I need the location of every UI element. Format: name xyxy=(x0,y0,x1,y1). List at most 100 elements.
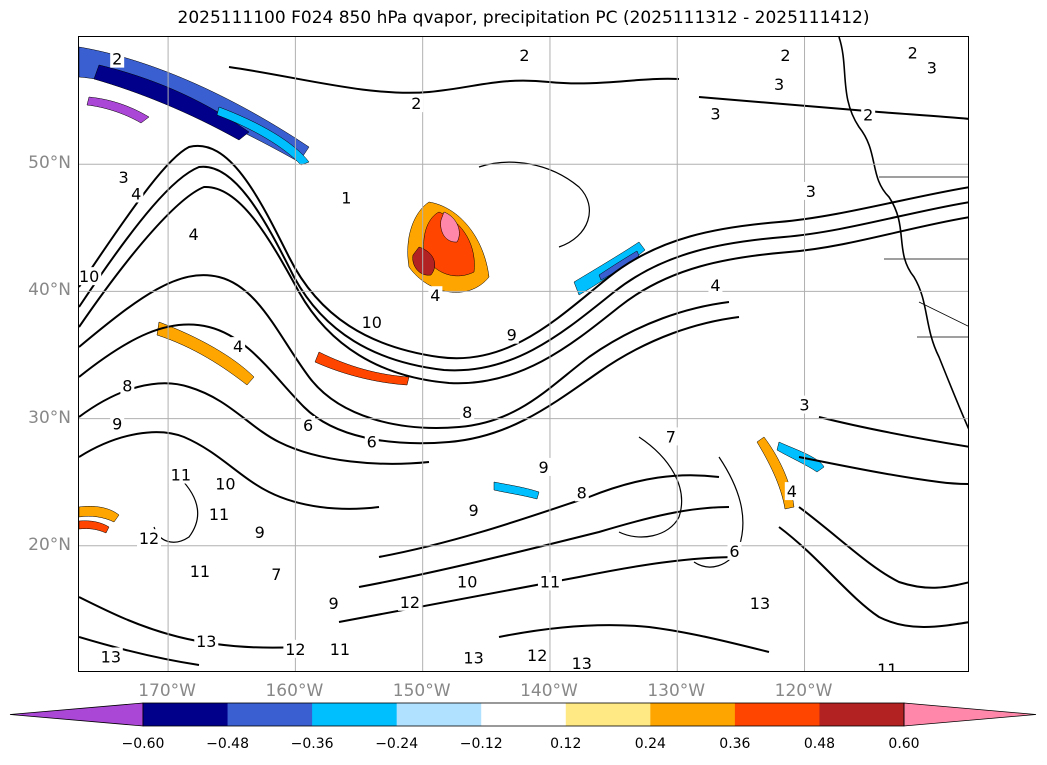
contour-label-bg xyxy=(861,105,876,124)
contour-label: 3 xyxy=(927,59,937,78)
lat-tick-label: 40°N xyxy=(28,280,71,301)
contour-label: 3 xyxy=(806,182,816,201)
contour-label-bg xyxy=(359,312,384,331)
contour-label: 4 xyxy=(787,482,797,501)
precip-negative-core xyxy=(93,64,250,141)
contour-label: 13 xyxy=(750,594,770,613)
colorbar-tick-label: 0.12 xyxy=(550,736,582,752)
qvapor-contours xyxy=(79,66,968,666)
precip-positive-7 xyxy=(756,436,795,510)
precip-positive-3 xyxy=(412,246,435,276)
contour-label: 11 xyxy=(190,562,210,581)
contour-label: 2 xyxy=(519,46,529,65)
contour-label: 13 xyxy=(101,647,121,666)
precip-positive-4 xyxy=(440,211,460,243)
contour-label: 11 xyxy=(209,505,229,524)
colorbar-tick-label: −0.24 xyxy=(375,736,419,752)
contour-label-bg xyxy=(708,104,723,123)
contour-label-bg xyxy=(327,639,352,658)
contour-label-bg xyxy=(428,286,443,305)
contour-label: 10 xyxy=(362,313,382,332)
contour-label: 11 xyxy=(171,466,191,485)
colorbar-tick-label: −0.12 xyxy=(459,736,503,752)
contour-label: 4 xyxy=(430,286,440,305)
colorbar-segment xyxy=(734,703,820,726)
colorbar-segment xyxy=(312,703,398,726)
contour-label: 4 xyxy=(710,276,720,295)
contour-label-bg xyxy=(455,572,480,591)
precip-positive-10 xyxy=(79,506,120,523)
contour-label-bg xyxy=(536,457,551,476)
contour-label-bg xyxy=(110,49,125,68)
contour-label-bg xyxy=(79,267,102,286)
contour-label: 3 xyxy=(118,168,128,187)
colorbar-tick-label: −0.48 xyxy=(206,736,249,752)
contour-label: 12 xyxy=(527,646,547,665)
colorbar-tick-label: 0.48 xyxy=(803,736,836,752)
state-borders xyxy=(879,176,968,338)
contour-label: 2 xyxy=(863,106,873,125)
colorbar-tick-label: 0.60 xyxy=(888,736,920,752)
contour-label-bg xyxy=(569,653,594,671)
contour-label-bg xyxy=(803,181,818,200)
contour-label: 6 xyxy=(729,542,739,561)
contour-label: 7 xyxy=(271,565,281,584)
contour-label: 1 xyxy=(341,188,351,207)
colorbar-extend-low xyxy=(9,702,144,727)
graticule xyxy=(79,37,968,671)
contour-label-bg xyxy=(409,94,424,113)
contour-label: 10 xyxy=(79,267,99,286)
contour-label-bg xyxy=(924,58,939,77)
contour-label-bg xyxy=(283,639,308,658)
contour-label: 13 xyxy=(463,649,483,668)
contour-label: 2 xyxy=(780,46,790,65)
contour-label-bg xyxy=(129,184,144,203)
contour-label-bg xyxy=(905,43,920,62)
contour-label: 2 xyxy=(112,50,122,69)
contour-label: 9 xyxy=(538,458,548,477)
contour-label-bg xyxy=(98,647,123,666)
contour-label-bg xyxy=(120,376,135,395)
colorbar-tick-label: 0.24 xyxy=(634,736,666,752)
contour-label: 11 xyxy=(877,660,897,672)
contour-label-bg xyxy=(525,646,550,665)
contour-label-bg xyxy=(727,541,742,560)
lon-tick-label: 150°W xyxy=(392,681,451,701)
contour-label: 9 xyxy=(468,501,478,520)
contour-label: 13 xyxy=(572,654,592,672)
colorbar-frame xyxy=(142,702,905,727)
colorbar-tick-label: −0.60 xyxy=(121,736,165,752)
contour-label: 11 xyxy=(330,640,350,659)
contour-label: 3 xyxy=(774,75,784,94)
contour-label-bg xyxy=(168,465,193,484)
contour-label-bg xyxy=(875,660,900,671)
contour-label-bg xyxy=(326,594,341,613)
coastline xyxy=(838,37,968,430)
colorbar-segment xyxy=(650,703,736,726)
lon-tick-label: 160°W xyxy=(265,681,324,701)
contour-label-bg xyxy=(269,564,284,583)
contour-label-bg xyxy=(364,432,379,451)
contour-label-bg xyxy=(517,45,532,64)
contour-label: 8 xyxy=(122,377,132,396)
contour-label: 9 xyxy=(507,326,517,345)
contour-label: 10 xyxy=(457,572,477,591)
map-panel[interactable]: 2 2 2 2 2 3 3 3 2 3 4 3 1 4 10 4 4 10 9 8 4 3 6 9 6 8 7 10 11 9 4 9 8 11 9… xyxy=(78,36,969,672)
colorbar-extend-high xyxy=(903,702,1037,727)
contour-label: 8 xyxy=(462,403,472,422)
colorbar-segment xyxy=(143,703,229,726)
contour-label: 11 xyxy=(540,572,560,591)
contour-label-bg xyxy=(116,167,131,186)
contour-label: 4 xyxy=(233,337,243,356)
contour-label-bg xyxy=(747,594,772,613)
contour-label: 6 xyxy=(367,432,377,451)
contour-label: 4 xyxy=(188,225,198,244)
colorbar-tick-label: −0.36 xyxy=(290,736,334,752)
contour-label-bg xyxy=(778,45,793,64)
map-title: 2025111100 F024 850 hPa qvapor, precipit… xyxy=(177,8,870,28)
precip-light-negative xyxy=(216,106,310,166)
contour-label-bg xyxy=(504,325,519,344)
contour-label-bg xyxy=(397,592,422,611)
colorbar-segment xyxy=(227,703,313,726)
